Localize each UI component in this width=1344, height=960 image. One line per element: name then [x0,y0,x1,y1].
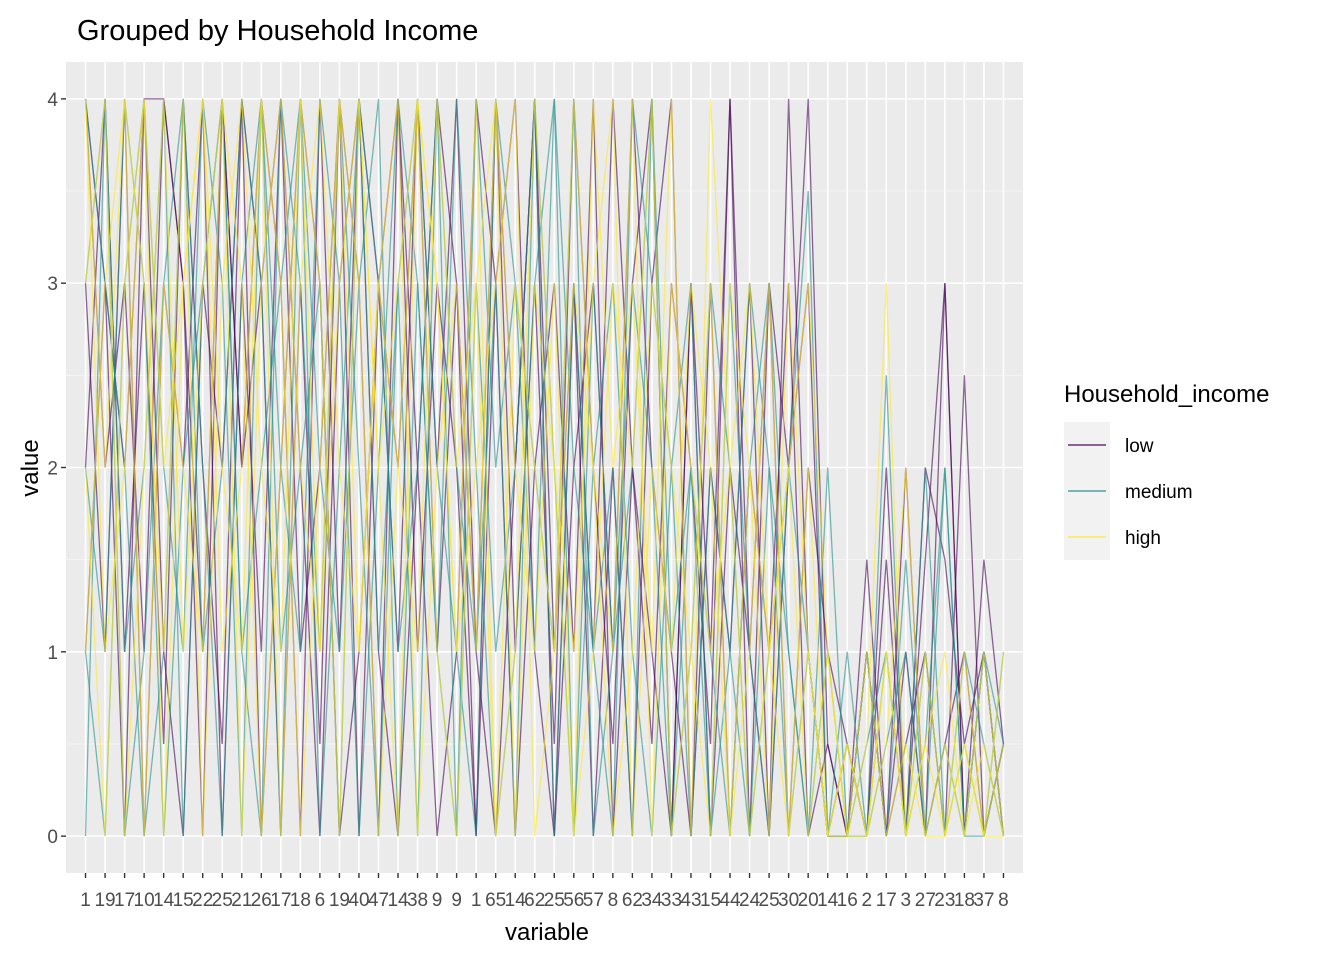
x-tick-label: 40 [348,890,369,911]
x-tick-label: 15 [173,890,194,911]
series-line-low [84,98,1005,837]
x-tick-label: 15 [700,890,721,911]
x-tick-label: 2 [861,890,872,911]
legend-entries: low medium high [1064,422,1193,560]
y-tick-label: 0 [47,827,58,848]
x-tick-label: 10 [134,890,155,911]
series-line-high [84,98,1005,837]
x-tick-label: 47 [368,890,389,911]
legend: Household_income low medium high [1064,381,1269,560]
series-high [84,98,1005,837]
x-tick-label: 25 [544,890,565,911]
x-tick-label: 17 [270,890,291,911]
x-tick-label: 62 [622,890,643,911]
x-tick-label: 27 [915,890,936,911]
series-line-high [84,98,1005,837]
chart-title: Grouped by Household Income [77,15,478,47]
x-tick-label: 34 [641,890,663,911]
x-tick-label: 16 [837,890,858,911]
x-tick-label: 56 [563,890,584,911]
x-tick-label: 57 [583,890,604,911]
legend-label-medium: medium [1125,482,1193,503]
legend-title: Household_income [1064,381,1269,408]
x-tick-label: 14 [153,890,175,911]
x-tick-label: 19 [94,890,115,911]
y-tick-label: 1 [47,643,58,664]
x-tick-label: 14 [817,890,839,911]
x-tick-label: 43 [680,890,701,911]
y-axis-ticks: 0 1 2 3 4 [47,90,66,848]
y-tick-label: 4 [47,90,58,111]
series-layer [84,98,1005,837]
y-axis-title: value [17,439,44,496]
x-tick-label: 21 [231,890,252,911]
x-tick-label: 1 [471,890,482,911]
x-tick-label: 17 [876,890,897,911]
x-tick-label: 17 [114,890,135,911]
series-line-high [84,98,1004,837]
x-tick-label: 20 [798,890,819,911]
x-tick-label: 25 [212,890,233,911]
x-tick-label: 26 [251,890,272,911]
x-tick-label: 9 [451,890,462,911]
x-tick-label: 62 [524,890,545,911]
legend-label-high: high [1125,528,1161,549]
x-tick-label: 9 [432,890,443,911]
legend-label-low: low [1125,436,1154,457]
x-tick-label: 65 [485,890,506,911]
x-tick-label: 6 [315,890,326,911]
x-tick-label: 14 [505,890,527,911]
x-tick-label: 14 [387,890,409,911]
x-tick-label: 8 [998,890,1009,911]
x-tick-label: 23 [934,890,955,911]
y-tick-label: 2 [47,459,58,480]
x-tick-label: 37 [973,890,994,911]
x-tick-label: 33 [661,890,682,911]
series-line-high [84,98,1005,837]
x-tick-label: 18 [954,890,975,911]
x-tick-label: 30 [778,890,799,911]
x-tick-label: 22 [192,890,213,911]
x-tick-label: 8 [608,890,619,911]
x-tick-label: 24 [739,890,761,911]
x-tick-label: 3 [901,890,912,911]
x-tick-label: 38 [407,890,428,911]
y-tick-label: 3 [47,274,58,295]
x-tick-label: 25 [759,890,780,911]
x-tick-label: 1 [80,890,91,911]
x-tick-label: 19 [329,890,350,911]
x-axis-title: variable [505,919,589,946]
x-tick-label: 18 [290,890,311,911]
x-tick-label: 44 [719,890,741,911]
